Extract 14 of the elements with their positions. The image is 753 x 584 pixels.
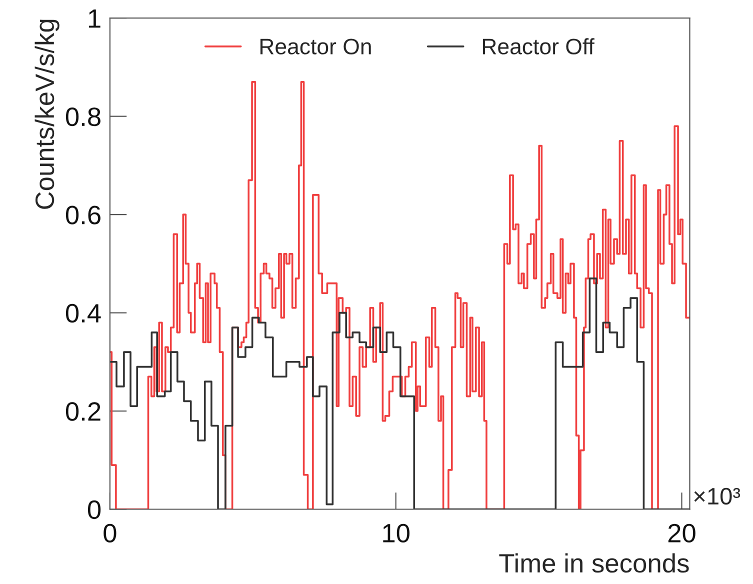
y-tick-label: 0.4 [66, 304, 101, 323]
y-tick-label: 1 [88, 10, 100, 28]
x-axis-title: Time in seconds [499, 553, 689, 573]
y-tick-label: 0.8 [66, 107, 100, 126]
x-tick-label: 20 [668, 524, 696, 543]
text: ×10³ [694, 488, 740, 505]
x-tick-label: 0 [104, 524, 116, 543]
legend-label: Reactor Off [482, 38, 594, 54]
y-tick-label: 0 [88, 500, 101, 520]
y-tick-label: 0.6 [66, 206, 100, 224]
y-axis-title: Counts/keV/s/kg [34, 20, 60, 209]
y-tick-label: 0.2 [66, 402, 100, 421]
legend-label: Reactor On [260, 38, 371, 54]
x-tick-label: 10 [383, 524, 410, 543]
